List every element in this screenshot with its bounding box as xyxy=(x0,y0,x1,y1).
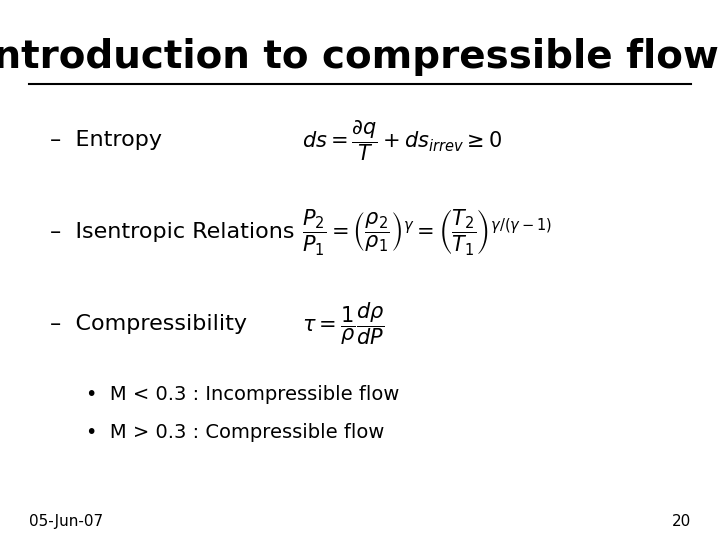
Text: 20: 20 xyxy=(672,514,691,529)
Text: $\tau = \dfrac{1}{\rho}\dfrac{d\rho}{dP}$: $\tau = \dfrac{1}{\rho}\dfrac{d\rho}{dP}… xyxy=(302,301,385,347)
Text: –  Entropy: – Entropy xyxy=(50,130,163,151)
Text: 05-Jun-07: 05-Jun-07 xyxy=(29,514,103,529)
Text: Introduction to compressible flows: Introduction to compressible flows xyxy=(0,38,720,76)
Text: $ds = \dfrac{\partial q}{T} + ds_{irrev} \geq 0$: $ds = \dfrac{\partial q}{T} + ds_{irrev}… xyxy=(302,118,503,163)
Text: –  Isentropic Relations: – Isentropic Relations xyxy=(50,222,295,242)
Text: •  M > 0.3 : Compressible flow: • M > 0.3 : Compressible flow xyxy=(86,422,384,442)
Text: $\dfrac{P_2}{P_1} = \left(\dfrac{\rho_2}{\rho_1}\right)^\gamma = \left(\dfrac{T_: $\dfrac{P_2}{P_1} = \left(\dfrac{\rho_2}… xyxy=(302,207,552,257)
Text: –  Compressibility: – Compressibility xyxy=(50,314,248,334)
Text: •  M < 0.3 : Incompressible flow: • M < 0.3 : Incompressible flow xyxy=(86,384,400,404)
